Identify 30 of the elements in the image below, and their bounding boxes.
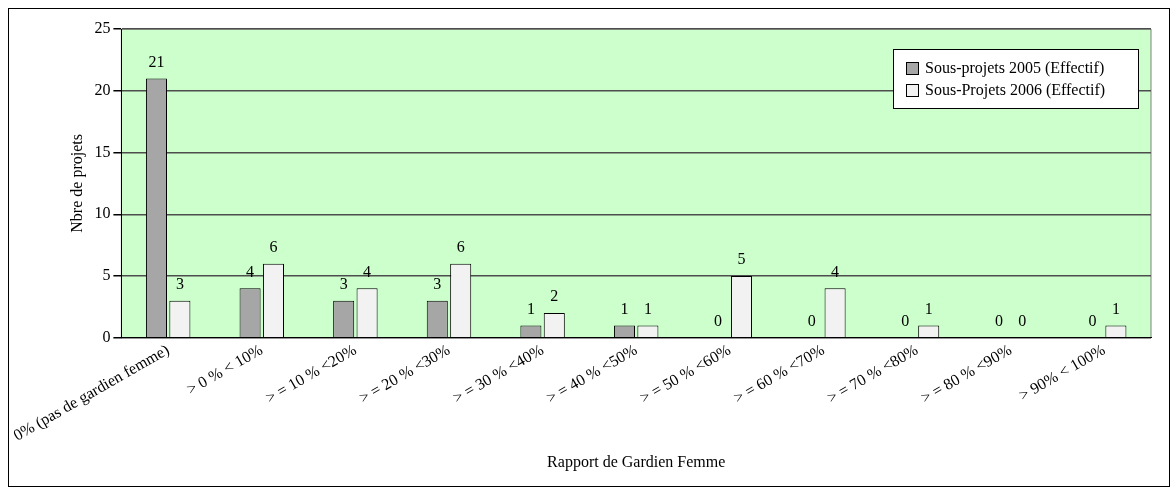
legend-label: Sous-Projets 2006 (Effectif) — [925, 80, 1106, 100]
data-label: 1 — [620, 299, 629, 317]
data-label: 3 — [433, 274, 442, 292]
data-label: 21 — [148, 52, 165, 70]
y-axis-title: Nbre de projets — [67, 134, 86, 233]
data-label: 0 — [901, 311, 910, 329]
data-label: 6 — [269, 237, 278, 255]
data-label: 0 — [994, 311, 1003, 329]
data-label: 0 — [1018, 311, 1027, 329]
y-tick-label: 10 — [94, 204, 111, 222]
x-tick-label: > 90% < 100% — [1015, 340, 1108, 404]
data-label: 1 — [924, 299, 933, 317]
data-label: 5 — [737, 250, 746, 268]
y-tick-label: 25 — [94, 19, 111, 37]
legend-label: Sous-projets 2005 (Effectif) — [925, 58, 1105, 78]
data-label: 1 — [643, 299, 652, 317]
y-tick-label: 5 — [102, 266, 111, 284]
y-tick-label: 0 — [102, 327, 111, 345]
y-tick-label: 15 — [94, 142, 111, 160]
data-label: 3 — [175, 274, 184, 292]
data-label: 0 — [807, 311, 816, 329]
x-axis-title: Rapport de Gardien Femme — [547, 452, 726, 471]
data-label: 3 — [339, 274, 348, 292]
data-label: 1 — [526, 299, 535, 317]
y-tick-label: 20 — [94, 80, 111, 98]
data-label: 0 — [1088, 311, 1097, 329]
data-label: 0 — [714, 311, 723, 329]
data-label: 6 — [456, 237, 465, 255]
data-label: 2 — [550, 287, 559, 305]
data-label: 1 — [1111, 299, 1120, 317]
